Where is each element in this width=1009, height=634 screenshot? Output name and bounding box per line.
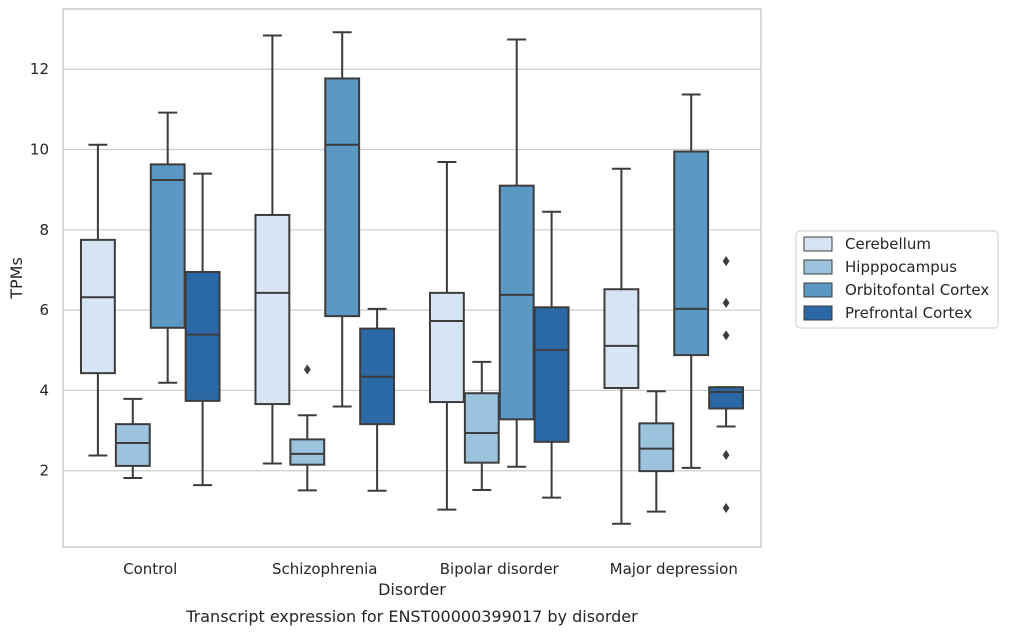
legend-label: Orbitofontal Cortex (845, 281, 989, 299)
chart-caption: Transcript expression for ENST0000039901… (185, 607, 638, 626)
box-series (79, 31, 745, 525)
box-body (149, 163, 186, 329)
box-body (79, 238, 116, 375)
box-0-1 (114, 397, 151, 479)
box-1-0 (254, 34, 291, 465)
box-3-3 (708, 256, 745, 514)
outlier-point (722, 297, 730, 308)
legend-label: Prefrontal Cortex (845, 304, 972, 322)
outlier-point (722, 450, 730, 461)
box-body (254, 213, 291, 406)
y-tick-label: 12 (30, 60, 49, 78)
legend-swatch (803, 282, 833, 298)
x-tick-label: Major depression (610, 560, 738, 578)
box-body (673, 150, 710, 357)
box-3-1 (638, 390, 675, 513)
legend-label: Cerebellum (845, 235, 931, 253)
box-3-0 (603, 167, 640, 525)
box-2-1 (463, 360, 500, 491)
box-body (603, 288, 640, 390)
x-tick-label: Schizophrenia (272, 560, 377, 578)
box-body (289, 438, 326, 466)
box-2-3 (533, 210, 570, 499)
y-tick-labels: 2 4 6 8 10 12 (30, 60, 49, 479)
box-1-2 (324, 31, 361, 408)
x-axis-title: Disorder (378, 580, 446, 599)
y-tick-label: 2 (39, 462, 49, 480)
y-tick-label: 4 (39, 381, 49, 399)
y-tick-label: 6 (39, 301, 49, 319)
legend-frame (795, 230, 999, 329)
box-1-3 (359, 307, 396, 492)
box-body (533, 306, 570, 443)
box-3-2 (673, 93, 710, 469)
box-body (463, 392, 500, 464)
legend-swatch (803, 236, 833, 252)
box-body (498, 184, 535, 421)
box-2-2 (498, 38, 535, 468)
legend-swatch (803, 305, 833, 321)
box-body (428, 291, 465, 404)
legend-items: Cerebellum Hipppocampus Orbitofontal Corte… (803, 235, 989, 322)
x-tick-labels: Control Schizophrenia Bipolar disorder Majo… (123, 560, 738, 578)
legend: Cerebellum Hipppocampus Orbitofontal Corte… (795, 230, 999, 329)
box-0-3 (184, 172, 221, 487)
x-tick-label: Bipolar disorder (440, 560, 560, 578)
box-body (708, 386, 745, 410)
box-0-0 (79, 143, 116, 457)
box-1-1 (289, 364, 326, 492)
box-body (184, 270, 221, 402)
legend-label: Hipppocampus (845, 258, 957, 276)
y-tick-label: 8 (39, 221, 49, 239)
outlier-point (722, 330, 730, 341)
y-axis-title: TPMs (7, 257, 26, 300)
outlier-point (722, 503, 730, 514)
outlier-point (303, 364, 311, 375)
outlier-point (722, 256, 730, 267)
box-body (324, 77, 361, 318)
x-tick-label: Control (123, 560, 177, 578)
plot-frame (62, 8, 762, 548)
box-2-0 (428, 160, 465, 511)
box-0-2 (149, 111, 186, 384)
box-body (638, 422, 675, 473)
y-tick-label: 10 (30, 141, 49, 159)
box-body (114, 423, 151, 467)
legend-swatch (803, 259, 833, 275)
